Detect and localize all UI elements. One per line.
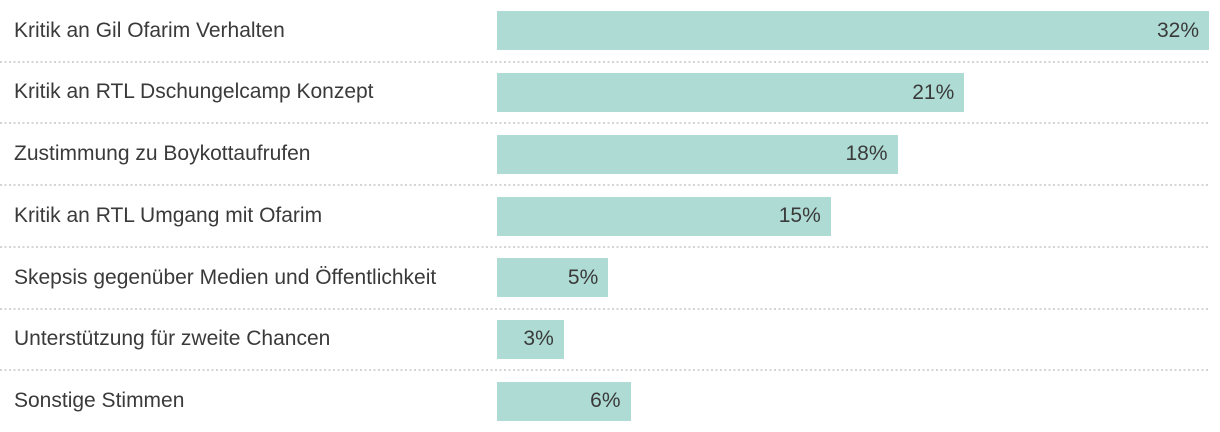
bar-area: 32% <box>497 11 1209 51</box>
bar-area: 5% <box>497 258 1209 298</box>
category-label: Unterstützung für zweite Chancen <box>14 327 331 351</box>
chart-row: Sonstige Stimmen 6% <box>0 370 1220 432</box>
value-label: 5% <box>567 265 599 289</box>
chart-row: Unterstützung für zweite Chancen 3% <box>0 309 1220 372</box>
value-label: 21% <box>912 80 955 104</box>
value-label: 15% <box>778 204 821 228</box>
bar: 3% <box>497 319 564 359</box>
bar: 32% <box>497 11 1209 51</box>
category-label: Kritik an Gil Ofarim Verhalten <box>14 18 285 42</box>
category-label: Kritik an RTL Dschungelcamp Konzept <box>14 80 374 104</box>
category-label: Sonstige Stimmen <box>14 389 185 413</box>
value-label: 3% <box>523 327 554 351</box>
category-label: Zustimmung zu Boykottaufrufen <box>14 142 311 166</box>
chart-row: Kritik an RTL Umgang mit Ofarim 15% <box>0 185 1220 248</box>
bar: 15% <box>497 196 831 236</box>
value-label: 32% <box>1156 18 1199 42</box>
chart-row: Zustimmung zu Boykottaufrufen 18% <box>0 123 1220 186</box>
category-label: Kritik an RTL Umgang mit Ofarim <box>14 203 323 227</box>
chart-row: Kritik an Gil Ofarim Verhalten 32% <box>0 0 1220 63</box>
bar-area: 6% <box>497 381 1209 421</box>
bar-area: 3% <box>497 319 1209 359</box>
category-label: Skepsis gegenüber Medien und Öffentlichk… <box>14 265 437 289</box>
bar-area: 18% <box>497 134 1209 174</box>
bar: 18% <box>497 134 898 174</box>
chart-row: Kritik an RTL Dschungelcamp Konzept 21% <box>0 62 1220 125</box>
chart-row: Skepsis gegenüber Medien und Öffentlichk… <box>0 247 1220 310</box>
bar: 6% <box>497 381 631 421</box>
bar: 5% <box>497 258 609 298</box>
value-label: 18% <box>845 142 888 166</box>
bar: 21% <box>497 73 965 113</box>
value-label: 6% <box>590 389 621 413</box>
bar-area: 21% <box>497 73 1209 113</box>
bar-area: 15% <box>497 196 1209 236</box>
